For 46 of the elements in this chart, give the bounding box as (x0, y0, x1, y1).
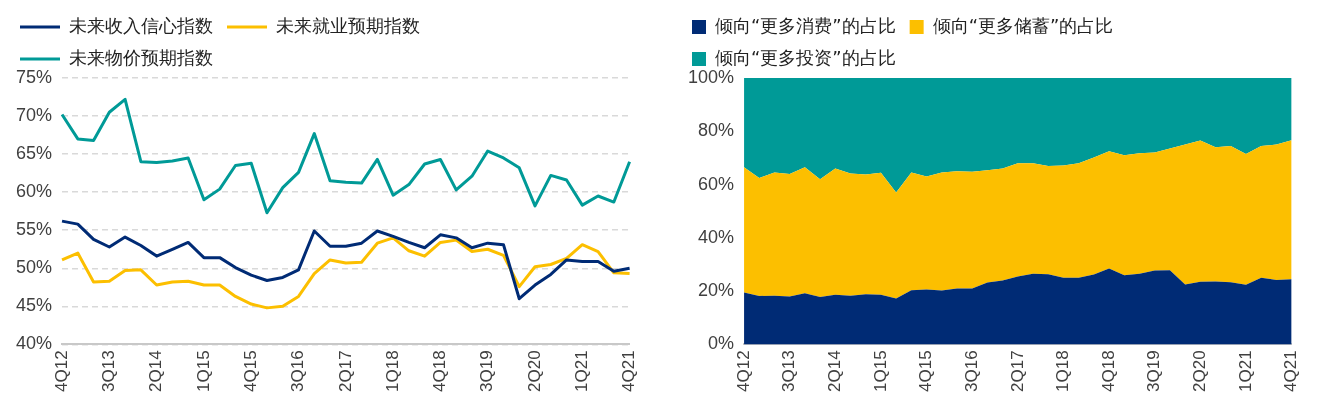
x-tick-label: 3Q13 (779, 350, 799, 393)
y-tick-label: 70% (16, 105, 53, 126)
y-tick-label: 60% (698, 173, 735, 194)
x-tick-label: 4Q15 (916, 350, 936, 393)
y-tick-label: 65% (16, 143, 53, 164)
y-tick-label: 20% (698, 280, 735, 301)
x-tick-label: 1Q15 (193, 350, 213, 393)
x-tick-label: 1Q18 (382, 350, 402, 393)
x-tick-label: 2Q14 (146, 350, 166, 393)
y-tick-label: 40% (698, 226, 735, 247)
y-tick-label: 60% (16, 181, 53, 202)
x-tick-label: 2Q14 (824, 350, 844, 393)
x-tick-label: 1Q18 (1053, 350, 1073, 393)
y-tick-label: 80% (698, 120, 735, 141)
legend-label: 未来物价预期指数 (69, 46, 213, 68)
x-tick-label: 1Q21 (1235, 350, 1255, 393)
x-tick-label: 2Q20 (524, 350, 544, 393)
y-tick-label: 45% (16, 295, 53, 316)
x-tick-label: 2Q20 (1190, 350, 1210, 393)
legend-label: 倾向“更多投资”的占比 (715, 46, 896, 68)
y-tick-label: 40% (16, 333, 53, 354)
y-tick-label: 50% (16, 257, 53, 278)
x-tick-label: 4Q12 (733, 350, 753, 393)
y-tick-label: 55% (16, 219, 53, 240)
x-tick-label: 4Q18 (430, 350, 450, 393)
x-tick-label: 3Q19 (477, 350, 497, 393)
legend-label: 倾向“更多储蓄”的占比 (932, 14, 1114, 36)
x-tick-label: 2Q17 (1007, 350, 1027, 393)
x-tick-label: 1Q15 (870, 350, 890, 393)
legend-label: 倾向“更多消费”的占比 (715, 14, 896, 36)
x-tick-label: 3Q19 (1144, 350, 1164, 393)
x-tick-label: 4Q15 (240, 350, 260, 393)
x-tick-label: 4Q21 (619, 350, 639, 393)
x-tick-label: 4Q18 (1098, 350, 1118, 393)
x-tick-label: 2Q17 (335, 350, 355, 393)
legend-label: 未来就业预期指数 (276, 14, 420, 36)
x-tick-label: 3Q13 (99, 350, 119, 393)
x-tick-label: 4Q12 (51, 350, 71, 393)
x-tick-label: 4Q21 (1281, 350, 1301, 393)
y-tick-label: 100% (687, 66, 735, 87)
legend-label: 未来收入信心指数 (69, 14, 213, 36)
x-tick-label: 3Q16 (961, 350, 981, 393)
y-tick-label: 0% (708, 333, 735, 354)
y-tick-label: 75% (16, 66, 53, 87)
x-tick-label: 3Q16 (288, 350, 308, 393)
x-tick-label: 1Q21 (571, 350, 591, 393)
